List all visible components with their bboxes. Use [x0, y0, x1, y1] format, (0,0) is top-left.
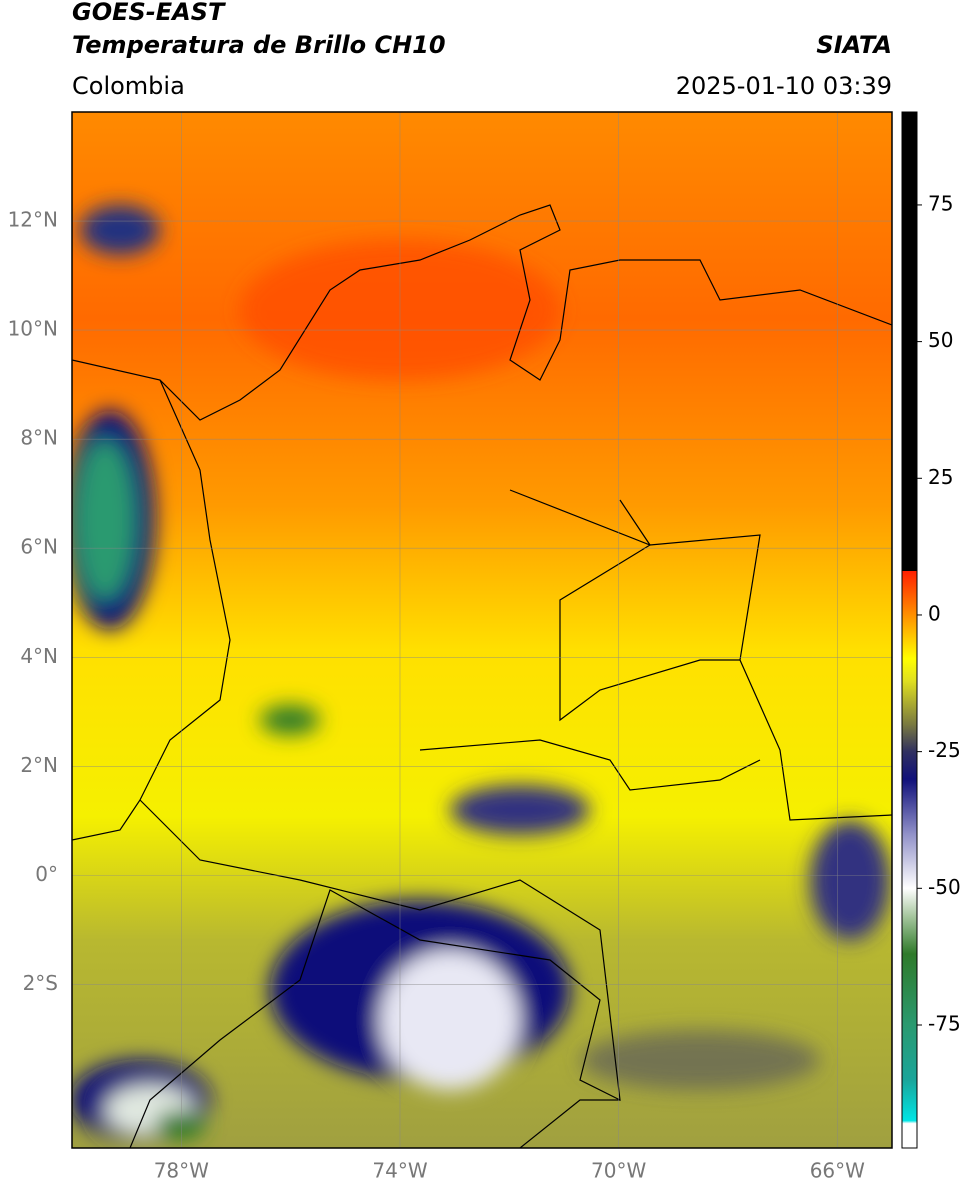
colorbar-tick-label: 25 [928, 465, 953, 489]
colorbar-tick-label: -50 [928, 875, 961, 899]
colorbar [901, 111, 918, 1149]
y-tick-label: 8°N [20, 426, 58, 450]
satellite-image [72, 112, 892, 1148]
map-frame [71, 111, 893, 1149]
colorbar-tick-label: 0 [928, 601, 941, 625]
colorbar-tick-label: -75 [928, 1011, 961, 1035]
y-tick-label: 2°S [23, 971, 58, 995]
y-tick-label: 10°N [8, 317, 58, 341]
x-tick-label: 74°W [372, 1159, 427, 1183]
region: Colombia [72, 72, 185, 100]
x-tick-label: 78°W [154, 1159, 209, 1183]
source: SIATA [816, 31, 892, 59]
colorbar-tick-label: 75 [928, 191, 953, 215]
x-tick-label: 66°W [810, 1159, 865, 1183]
y-tick-label: 4°N [20, 644, 58, 668]
x-tick-label: 70°W [591, 1159, 646, 1183]
datetime: 2025-01-10 03:39 [676, 72, 892, 100]
y-tick-label: 6°N [20, 535, 58, 559]
colorbar-tick-label: -25 [928, 738, 961, 762]
y-tick-label: 0° [35, 862, 58, 886]
y-tick-label: 12°N [8, 208, 58, 232]
y-tick-label: 2°N [20, 753, 58, 777]
subtitle: Temperatura de Brillo CH10 [72, 31, 446, 59]
title: GOES-EAST [72, 0, 226, 26]
colorbar-tick-label: 50 [928, 328, 953, 352]
